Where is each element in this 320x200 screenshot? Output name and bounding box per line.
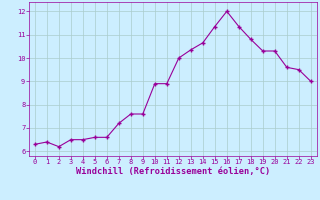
X-axis label: Windchill (Refroidissement éolien,°C): Windchill (Refroidissement éolien,°C)	[76, 167, 270, 176]
